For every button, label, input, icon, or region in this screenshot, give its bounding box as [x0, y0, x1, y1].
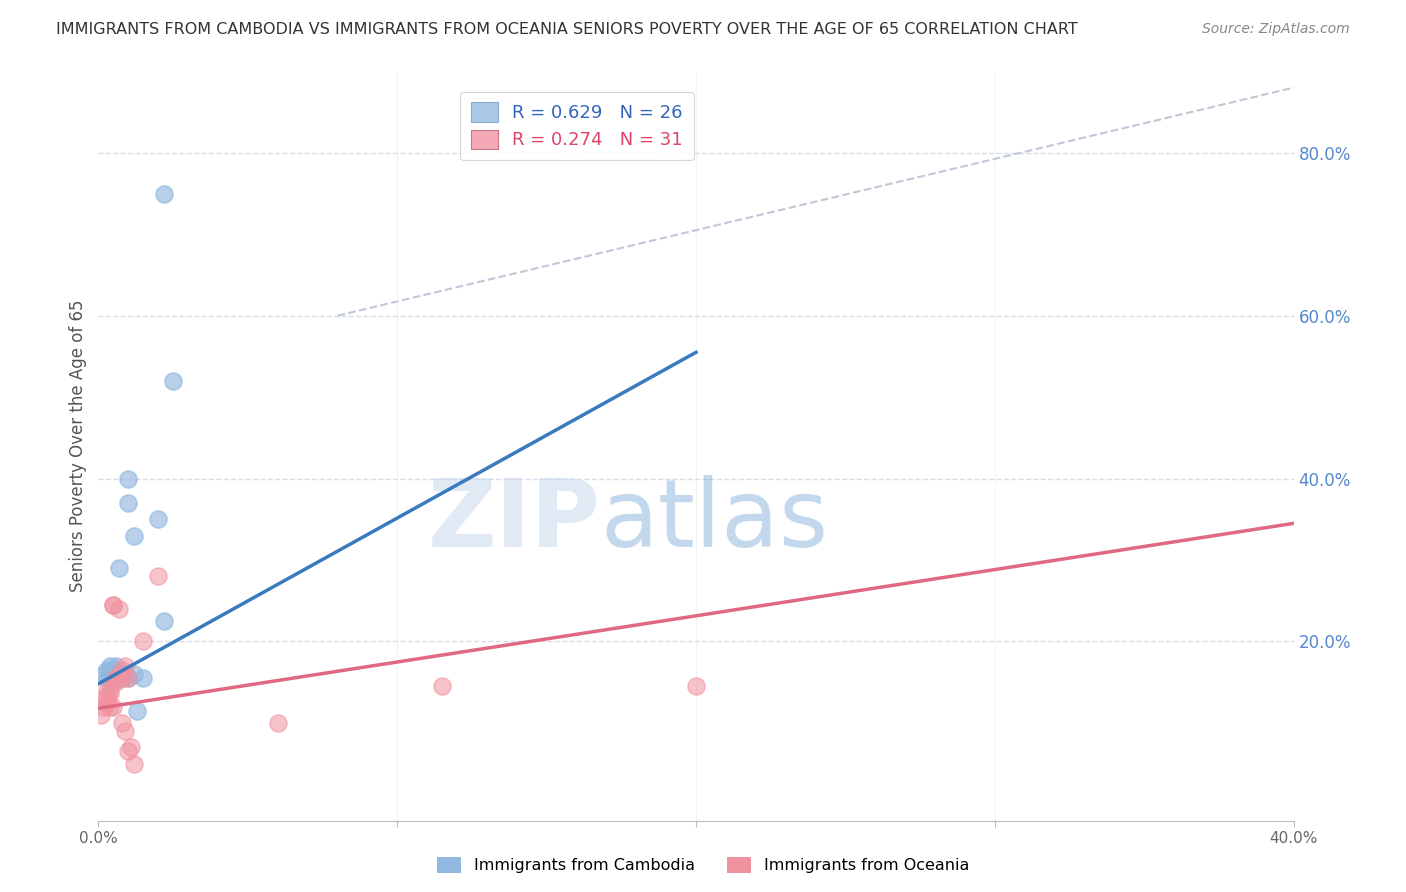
Point: [105, 675, 128, 690]
Point: [96, 683, 118, 698]
Point: [105, 671, 128, 685]
Point: [120, 740, 142, 755]
Point: [103, 671, 125, 685]
Point: [153, 614, 176, 628]
Point: [93, 667, 115, 681]
Point: [98, 659, 122, 673]
Point: [132, 671, 155, 685]
Point: [98, 667, 122, 681]
Point: [267, 715, 290, 730]
Point: [103, 699, 125, 714]
Legend: R = 0.629   N = 26, R = 0.274   N = 31: R = 0.629 N = 26, R = 0.274 N = 31: [460, 92, 693, 161]
Point: [105, 659, 128, 673]
Point: [148, 569, 170, 583]
Point: [105, 667, 128, 681]
Point: [132, 634, 155, 648]
Point: [127, 704, 149, 718]
Point: [98, 671, 122, 685]
Point: [96, 663, 118, 677]
Text: IMMIGRANTS FROM CAMBODIA VS IMMIGRANTS FROM OCEANIA SENIORS POVERTY OVER THE AGE: IMMIGRANTS FROM CAMBODIA VS IMMIGRANTS F…: [56, 22, 1078, 37]
Point: [114, 724, 136, 739]
Point: [98, 687, 122, 701]
Point: [124, 528, 146, 542]
Text: ZIP: ZIP: [427, 475, 600, 567]
Point: [117, 496, 139, 510]
Point: [96, 696, 118, 710]
Point: [114, 667, 136, 681]
Point: [148, 512, 170, 526]
Point: [103, 598, 125, 612]
Point: [111, 663, 134, 677]
Point: [103, 663, 125, 677]
Text: atlas: atlas: [600, 475, 828, 567]
Point: [114, 659, 136, 673]
Point: [108, 602, 131, 616]
Point: [124, 756, 146, 771]
Legend: Immigrants from Cambodia, Immigrants from Oceania: Immigrants from Cambodia, Immigrants fro…: [430, 850, 976, 880]
Point: [430, 679, 453, 693]
Point: [685, 679, 707, 693]
Point: [117, 744, 139, 758]
Point: [162, 374, 184, 388]
Point: [153, 186, 176, 201]
Point: [124, 667, 146, 681]
Point: [93, 699, 115, 714]
Point: [111, 715, 134, 730]
Point: [98, 699, 122, 714]
Point: [96, 671, 118, 685]
Text: Source: ZipAtlas.com: Source: ZipAtlas.com: [1202, 22, 1350, 37]
Point: [98, 683, 122, 698]
Point: [117, 671, 139, 685]
Point: [103, 598, 125, 612]
Point: [103, 675, 125, 690]
Point: [93, 691, 115, 706]
Point: [105, 671, 128, 685]
Point: [90, 707, 112, 722]
Point: [111, 671, 134, 685]
Point: [117, 671, 139, 685]
Y-axis label: Seniors Poverty Over the Age of 65: Seniors Poverty Over the Age of 65: [69, 300, 87, 592]
Point: [108, 671, 131, 685]
Point: [96, 691, 118, 706]
Point: [108, 561, 131, 575]
Point: [105, 671, 128, 685]
Point: [111, 671, 134, 685]
Point: [117, 472, 139, 486]
